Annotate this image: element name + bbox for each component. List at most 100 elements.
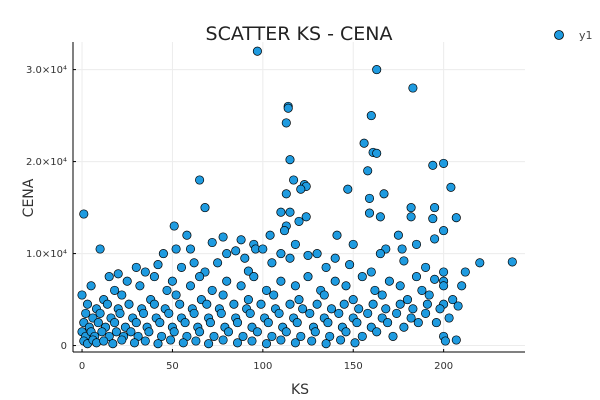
scatter-point — [348, 239, 358, 249]
scatter-point — [209, 331, 219, 341]
scatter-point — [256, 299, 266, 309]
y-tick-label: 0 — [61, 341, 67, 352]
legend: y1 — [554, 29, 593, 42]
scatter-point — [348, 295, 358, 305]
scatter-point — [357, 331, 367, 341]
scatter-point — [99, 336, 109, 346]
y-tick-label: 2.0×10⁴ — [26, 157, 67, 168]
scatter-point — [431, 318, 441, 328]
scatter-point — [82, 299, 93, 309]
scatter-point — [164, 308, 174, 318]
scatter-point — [126, 327, 136, 337]
scatter-point — [117, 290, 127, 300]
scatter-point — [312, 249, 322, 259]
scatter-point — [451, 335, 461, 345]
scatter-point — [169, 221, 179, 231]
scatter-point — [261, 285, 272, 295]
scatter-point — [370, 285, 380, 295]
scatter-point — [180, 318, 190, 328]
scatter-point — [274, 308, 284, 318]
y-axis-label: CENA — [21, 178, 37, 217]
scatter-point — [138, 308, 149, 318]
scatter-point — [397, 244, 407, 254]
scatter-point — [281, 118, 291, 128]
scatter-point — [276, 207, 286, 217]
scatter-point — [195, 327, 205, 337]
scatter-point — [475, 258, 485, 268]
scatter-point — [252, 46, 262, 56]
scatter-point — [421, 262, 431, 272]
scatter-point — [218, 335, 228, 345]
scatter-point — [363, 166, 373, 176]
scatter-point — [205, 318, 215, 328]
scatter-point — [417, 285, 427, 295]
scatter-point — [453, 301, 463, 311]
scatter-point — [204, 339, 214, 349]
scatter-point — [276, 249, 286, 259]
scatter-point — [406, 203, 416, 213]
scatter-point — [307, 336, 317, 346]
scatter-point — [182, 230, 192, 240]
scatter-point — [451, 213, 461, 223]
scatter-point — [115, 308, 125, 318]
scatter-point — [185, 244, 196, 254]
scatter-point — [81, 308, 91, 318]
scatter-point — [289, 175, 299, 185]
scatter-point — [95, 308, 105, 318]
scatter-point — [243, 295, 253, 305]
scatter-point — [249, 272, 259, 282]
scatter-point — [413, 318, 423, 328]
scatter-point — [252, 327, 262, 337]
scatter-point — [129, 338, 140, 348]
scatter-point — [303, 250, 313, 260]
scatter-point — [95, 244, 105, 254]
scatter-point — [243, 266, 253, 276]
scatter-point — [379, 189, 389, 199]
scatter-point — [408, 304, 418, 314]
y-tick-label: 1.0×10⁴ — [26, 249, 67, 260]
scatter-point — [375, 249, 385, 259]
data-points — [77, 46, 517, 349]
scatter-point — [457, 281, 467, 291]
scatter-point — [305, 308, 315, 318]
scatter-point — [296, 184, 306, 194]
scatter-point — [200, 203, 210, 213]
scatter-point — [399, 322, 409, 332]
scatter-point — [223, 327, 234, 337]
scatter-point — [171, 290, 181, 300]
x-tick-label: 50 — [166, 361, 179, 372]
scatter-point — [216, 308, 226, 318]
scatter-point — [422, 299, 432, 309]
scatter-point — [332, 230, 342, 240]
scatter-point — [375, 212, 385, 222]
scatter-point — [323, 318, 333, 328]
scatter-point — [303, 272, 313, 282]
scatter-point — [155, 318, 165, 328]
scatter-point — [102, 299, 112, 309]
scatter-point — [153, 339, 163, 349]
scatter-point — [110, 318, 120, 328]
scatter-point — [176, 262, 187, 272]
scatter-point — [247, 336, 257, 346]
scatter-point — [507, 257, 517, 267]
scatter-point — [236, 281, 246, 291]
scatter-point — [430, 234, 440, 244]
scatter-point — [290, 239, 300, 249]
scatter-point — [269, 290, 279, 300]
scatter-point — [232, 338, 243, 348]
scatter-point — [110, 285, 120, 295]
scatter-point — [195, 272, 205, 282]
scatter-point — [218, 290, 228, 300]
scatter-point — [117, 335, 127, 345]
legend-marker — [554, 30, 564, 40]
scatter-point — [111, 327, 121, 337]
legend-label: y1 — [579, 29, 593, 42]
scatter-point — [428, 214, 438, 224]
scatter-point — [175, 299, 185, 309]
scatter-point — [402, 295, 413, 305]
scatter-point — [162, 285, 172, 295]
tick-labels: 0 50 100 150 200 0 1.0×10⁴ 2.0×10⁴ 3.0×10⁴ — [26, 65, 453, 372]
scatter-point — [421, 308, 431, 318]
scatter-point — [339, 299, 349, 309]
